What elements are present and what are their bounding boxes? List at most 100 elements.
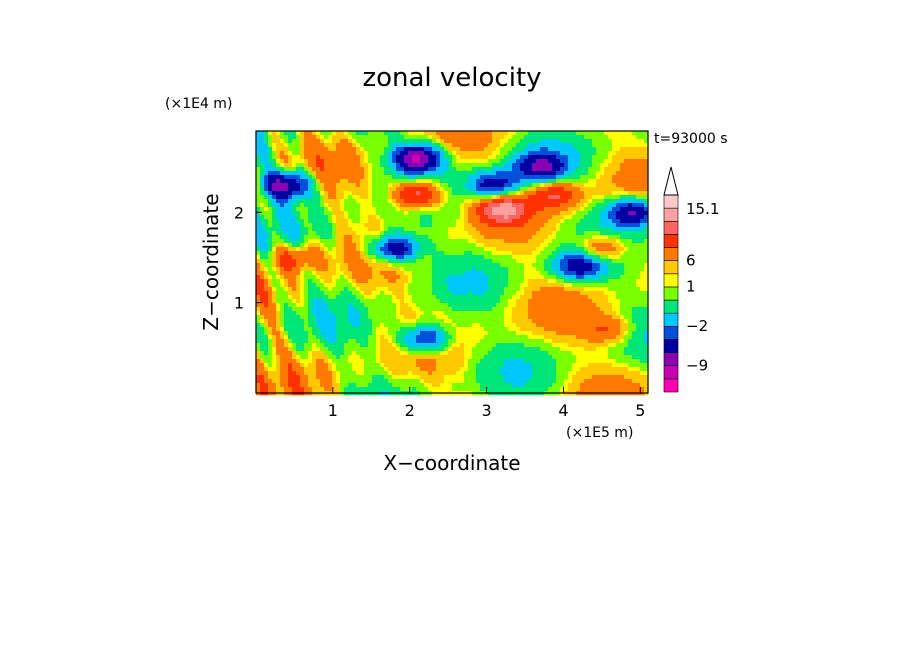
heatmap-cell (320, 215, 325, 220)
heatmap-cell (504, 287, 509, 292)
heatmap-cell (644, 275, 649, 280)
heatmap-cell (336, 255, 341, 260)
heatmap-cell (280, 239, 285, 244)
heatmap-cell (548, 195, 553, 200)
heatmap-cell (296, 303, 301, 308)
heatmap-cell (400, 243, 405, 248)
heatmap-cell (584, 135, 589, 140)
heatmap-cell (568, 315, 573, 320)
heatmap-cell (376, 283, 381, 288)
heatmap-cell (640, 171, 645, 176)
heatmap-cell (604, 131, 609, 136)
heatmap-cell (520, 167, 525, 172)
heatmap-cell (584, 227, 589, 232)
heatmap-cell (600, 275, 605, 280)
heatmap-cell (508, 271, 513, 276)
heatmap-cell (580, 311, 585, 316)
heatmap-cell (568, 283, 573, 288)
heatmap-cell (468, 271, 473, 276)
heatmap-cell (292, 327, 297, 332)
heatmap-cell (588, 319, 593, 324)
heatmap-cell (476, 239, 481, 244)
heatmap-cell (264, 135, 269, 140)
heatmap-cell (312, 171, 317, 176)
heatmap-cell (284, 207, 289, 212)
heatmap-cell (576, 219, 581, 224)
heatmap-cell (336, 223, 341, 228)
heatmap-cell (384, 251, 389, 256)
heatmap-cell (552, 151, 557, 156)
heatmap-cell (356, 223, 361, 228)
heatmap-cell (596, 331, 601, 336)
heatmap-cell (612, 263, 617, 268)
heatmap-cell (360, 291, 365, 296)
heatmap-cell (332, 327, 337, 332)
heatmap-cell (392, 243, 397, 248)
heatmap-cell (492, 167, 497, 172)
heatmap-cell (536, 255, 541, 260)
heatmap-cell (580, 327, 585, 332)
heatmap-cell (640, 191, 645, 196)
heatmap-cell (484, 227, 489, 232)
heatmap-cell (304, 195, 309, 200)
heatmap-cell (372, 271, 377, 276)
heatmap-cell (336, 267, 341, 272)
heatmap-cell (596, 299, 601, 304)
heatmap-cell (312, 139, 317, 144)
heatmap-cell (544, 243, 549, 248)
heatmap-cell (644, 131, 649, 136)
heatmap-cell (272, 319, 277, 324)
heatmap-cell (460, 299, 465, 304)
heatmap-cell (624, 311, 629, 316)
heatmap-cell (476, 295, 481, 300)
heatmap-cell (304, 299, 309, 304)
heatmap-cell (392, 279, 397, 284)
heatmap-cell (276, 191, 281, 196)
heatmap-cell (512, 175, 517, 180)
heatmap-cell (556, 251, 561, 256)
heatmap-cell (488, 187, 493, 192)
heatmap-cell (476, 283, 481, 288)
heatmap-cell (448, 131, 453, 136)
heatmap-cell (620, 191, 625, 196)
heatmap-cell (604, 195, 609, 200)
heatmap-cell (428, 223, 433, 228)
heatmap-cell (624, 131, 629, 136)
heatmap-cell (520, 131, 525, 136)
heatmap-cell (356, 203, 361, 208)
heatmap-cell (512, 331, 517, 336)
heatmap-cell (620, 291, 625, 296)
heatmap-cell (516, 199, 521, 204)
heatmap-cell (412, 187, 417, 192)
heatmap-cell (612, 291, 617, 296)
heatmap-cell (292, 143, 297, 148)
heatmap-cell (428, 271, 433, 276)
heatmap-cell (408, 303, 413, 308)
heatmap-cell (280, 171, 285, 176)
heatmap-cell (296, 219, 301, 224)
heatmap-cell (528, 243, 533, 248)
heatmap-cell (264, 175, 269, 180)
heatmap-cell (572, 199, 577, 204)
heatmap-cell (312, 307, 317, 312)
heatmap-cell (340, 223, 345, 228)
heatmap-cell (364, 211, 369, 216)
heatmap-cell (376, 231, 381, 236)
heatmap-cell (420, 255, 425, 260)
heatmap-cell (600, 231, 605, 236)
heatmap-cell (572, 183, 577, 188)
heatmap-cell (464, 291, 469, 296)
heatmap-cell (368, 259, 373, 264)
heatmap-cell (356, 283, 361, 288)
heatmap-cell (520, 323, 525, 328)
heatmap-cell (536, 279, 541, 284)
heatmap-cell (608, 223, 613, 228)
heatmap-cell (484, 167, 489, 172)
heatmap-cell (396, 231, 401, 236)
heatmap-cell (600, 219, 605, 224)
heatmap-cell (576, 267, 581, 272)
heatmap-cell (404, 167, 409, 172)
heatmap-cell (368, 231, 373, 236)
heatmap-cell (328, 183, 333, 188)
heatmap-cell (416, 151, 421, 156)
